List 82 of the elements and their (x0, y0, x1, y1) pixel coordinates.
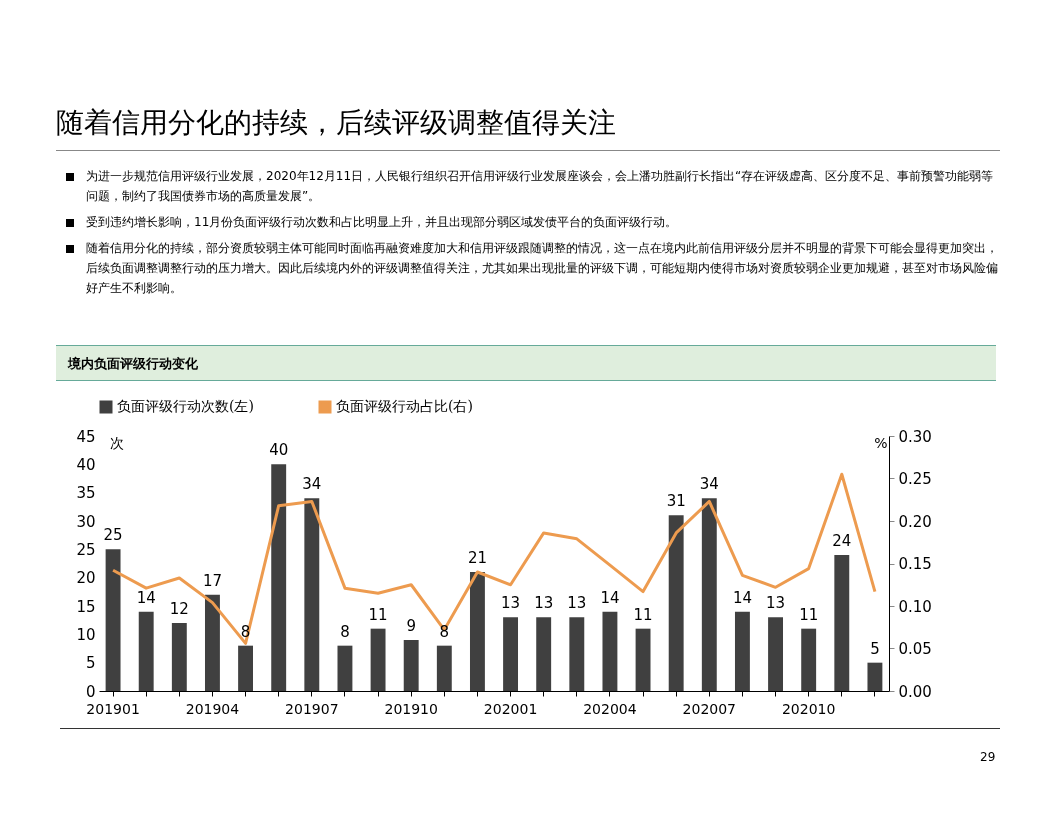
x-tick-label: 201907 (285, 700, 339, 717)
bar (469, 572, 485, 691)
y2-axis-title: % (874, 434, 888, 451)
data-label: 14 (600, 588, 620, 607)
data-label: 11 (633, 605, 653, 624)
y-tick-label: 45 (76, 427, 96, 446)
bar (171, 623, 187, 691)
x-tick-label: 202004 (583, 700, 637, 717)
bar (635, 628, 651, 691)
x-tick-label: 201910 (384, 700, 438, 717)
y-tick-label: 5 (85, 654, 96, 673)
y-axis-title: 次 (109, 434, 124, 451)
bar (867, 662, 883, 691)
legend-label: 负面评级行动次数(左) (117, 398, 254, 414)
data-label: 13 (766, 594, 786, 613)
y2-tick-label: 0.00 (898, 682, 932, 701)
bar (668, 515, 684, 691)
bar (138, 611, 154, 691)
bar (370, 628, 386, 691)
bar (536, 617, 552, 691)
data-label: 21 (467, 549, 487, 567)
data-label: 9 (406, 617, 416, 635)
text: 29 (980, 750, 996, 764)
data-label: 40 (269, 441, 289, 460)
data-label: 14 (732, 588, 752, 607)
bar (238, 645, 254, 691)
bar (503, 617, 519, 691)
data-label: 17 (202, 571, 222, 590)
legend-label: 负面评级行动占比(右) (336, 398, 473, 414)
bar (205, 594, 220, 691)
chart-subtitle: 境内负面评级行动变化 (56, 345, 996, 381)
bar (403, 640, 419, 691)
data-label: 14 (136, 588, 156, 607)
y2-tick-label: 0.15 (898, 555, 932, 573)
y2-tick-label: 0.05 (898, 640, 932, 658)
bar (271, 464, 287, 691)
text: 受到违约增长影响，11月份负面评级行动次数和占比明显上升，并且出现部分弱区域发债平台的负面评级行动。 (85, 214, 679, 231)
y-tick-label: 40 (76, 455, 96, 474)
data-label: 13 (567, 594, 587, 613)
bar (801, 628, 817, 691)
data-label: 34 (302, 475, 322, 494)
bar (337, 645, 353, 691)
x-tick-label: 202007 (682, 700, 737, 717)
y2-tick-label: 0.20 (898, 512, 932, 531)
data-label: 5 (870, 639, 880, 658)
bar (768, 617, 783, 691)
text: 随着信用分化的持续，部分资质较弱主体可能同时面临再融资难度加大和信用评级跟随调整的情况，这一点在境内此前信用评级分层并不明显的背景下可能会显得更加突出，后续负面调整调整行动的压力增大。因此后续境内外的评级调整值得关注，尤其如果出现批量的评级下调，可能短期内使得市场对资质较弱企业更加规避，甚至对市场风险偏好产生不利影响。 (85, 240, 999, 297)
y-tick-label: 15 (76, 597, 96, 616)
data-label: 11 (368, 605, 388, 624)
y-tick-label: 10 (76, 625, 96, 644)
x-tick-label: 201901 (86, 700, 140, 717)
x-tick-label: 202001 (483, 700, 538, 717)
data-label: 31 (666, 492, 686, 511)
y-tick-label: 30 (76, 512, 96, 531)
data-label: 13 (501, 594, 521, 613)
bar (105, 549, 121, 691)
y2-tick-label: 0.30 (898, 427, 932, 446)
data-label: 24 (832, 532, 852, 550)
x-tick-label: 201904 (185, 700, 240, 717)
bar (701, 498, 717, 691)
y2-tick-label: 0.10 (898, 597, 932, 616)
y-tick-label: 20 (76, 569, 96, 588)
data-label: 25 (103, 526, 123, 545)
bar (304, 498, 320, 691)
bar (569, 617, 585, 691)
data-label: 8 (340, 622, 350, 641)
chart-title: 随着信用分化的持续，后续评级调整值得关注 (56, 105, 616, 141)
data-label: 13 (534, 594, 554, 613)
y-tick-label: 35 (76, 484, 96, 503)
y-tick-label: 0 (85, 682, 96, 701)
bar (834, 555, 850, 691)
bar (734, 611, 750, 691)
data-label: 11 (799, 605, 819, 624)
x-tick-label: 202010 (781, 700, 836, 717)
bar (436, 645, 452, 691)
data-label: 34 (699, 475, 719, 494)
y-tick-label: 25 (76, 540, 96, 559)
y2-tick-label: 0.25 (898, 470, 932, 488)
data-label: 8 (439, 622, 450, 641)
bar (602, 611, 618, 691)
text: 为进一步规范信用评级行业发展，2020年12月11日，人民银行组织召开信用评级行业发展座谈会，会上潘功胜副行长指出“存在评级虚高、区分度不足、事前预警功能弱等问题，制约了我国债券市场的高质量发展”。 (85, 168, 995, 205)
data-label: 12 (169, 600, 189, 618)
